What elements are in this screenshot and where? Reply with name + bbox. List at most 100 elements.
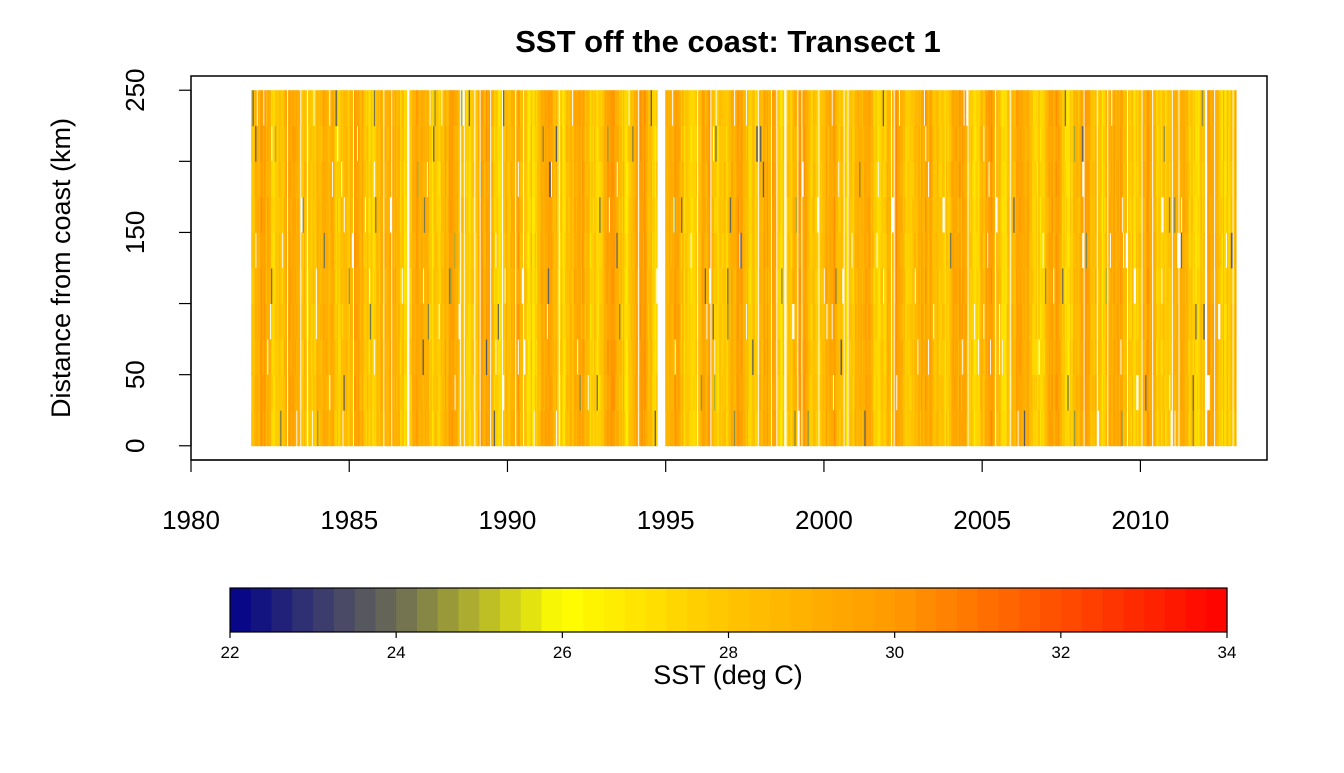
heatmap-cell: [590, 268, 592, 304]
heatmap-cell: [777, 339, 779, 376]
heatmap-cell: [321, 303, 323, 340]
heatmap-cell: [415, 125, 418, 162]
heatmap-cell: [888, 374, 890, 411]
heatmap-cell: [533, 268, 536, 304]
heatmap-cell: [532, 161, 534, 198]
heatmap-cell: [859, 161, 861, 198]
heatmap-cell: [253, 232, 256, 269]
heatmap-cell: [450, 90, 452, 127]
heatmap-cell: [415, 303, 418, 340]
heatmap-cell: [571, 196, 574, 233]
heatmap-cell: [682, 161, 685, 198]
heatmap-cell: [274, 268, 277, 304]
heatmap-cell: [655, 161, 658, 198]
heatmap-cell: [422, 232, 425, 269]
heatmap-cell: [721, 232, 724, 269]
heatmap-cell: [491, 232, 493, 269]
heatmap-cell: [653, 125, 656, 162]
heatmap-cell: [285, 90, 288, 127]
heatmap-cell: [252, 125, 255, 162]
heatmap-cell: [865, 303, 868, 340]
heatmap-cell: [615, 268, 617, 304]
heatmap-cell: [571, 161, 574, 198]
heatmap-cell: [917, 125, 919, 162]
heatmap-cell: [570, 268, 572, 304]
heatmap-cell: [857, 374, 860, 411]
heatmap-cell: [907, 410, 910, 447]
heatmap-cell: [649, 303, 652, 340]
heatmap-cell: [394, 90, 397, 127]
heatmap-cell: [633, 161, 636, 198]
heatmap-cell: [599, 125, 601, 162]
heatmap-cell: [698, 410, 700, 447]
heatmap-cell: [446, 161, 449, 198]
heatmap-cell: [781, 90, 783, 127]
heatmap-cell: [737, 268, 740, 304]
heatmap-cell: [947, 125, 950, 162]
heatmap-cell: [576, 90, 579, 127]
heatmap-cell: [682, 410, 685, 447]
heatmap-cell: [392, 374, 394, 411]
heatmap-cell: [771, 303, 774, 340]
heatmap-cell: [782, 374, 785, 411]
heatmap-cell: [327, 410, 330, 447]
heatmap-cell: [653, 410, 656, 447]
heatmap-cell: [833, 232, 836, 269]
heatmap-cell: [493, 374, 496, 411]
heatmap-cell: [588, 232, 591, 269]
heatmap-cell: [638, 268, 641, 304]
heatmap-cell: [820, 339, 823, 376]
heatmap-cell: [804, 232, 807, 269]
heatmap-cell: [451, 339, 454, 376]
heatmap-cell: [538, 303, 541, 340]
heatmap-cell: [553, 90, 555, 127]
heatmap-cell: [640, 410, 642, 447]
heatmap-cell: [972, 90, 975, 127]
heatmap-cell: [729, 232, 732, 269]
heatmap-cell: [870, 125, 873, 162]
heatmap-cell: [774, 125, 777, 162]
heatmap-cell: [889, 268, 892, 304]
heatmap-cell: [547, 196, 550, 233]
heatmap-cell: [590, 196, 592, 233]
heatmap-cell: [285, 161, 288, 198]
heatmap-cell: [943, 374, 946, 411]
heatmap-cell: [591, 410, 594, 447]
heatmap-cell: [476, 410, 479, 447]
heatmap-cell: [586, 303, 588, 340]
heatmap-cell: [948, 161, 951, 198]
heatmap-cell: [826, 90, 828, 127]
heatmap-cell: [590, 90, 592, 127]
heatmap-cell: [781, 303, 783, 340]
heatmap-cell: [464, 232, 467, 269]
heatmap-cell: [491, 303, 493, 340]
heatmap-cell: [773, 125, 776, 162]
heatmap-cell: [918, 232, 921, 269]
heatmap-cell: [736, 268, 739, 304]
heatmap-cell: [526, 196, 529, 233]
heatmap-cell: [952, 410, 955, 447]
heatmap-cell: [807, 268, 810, 304]
heatmap-cell: [754, 303, 757, 340]
heatmap-cell: [375, 232, 377, 269]
heatmap-cell: [456, 125, 459, 162]
heatmap-cell: [377, 303, 380, 340]
heatmap-cell: [852, 196, 855, 233]
heatmap-cell: [564, 268, 567, 304]
heatmap-cell: [768, 339, 770, 376]
heatmap-cell: [278, 125, 281, 162]
heatmap-cell: [681, 339, 683, 376]
heatmap-cell: [430, 232, 433, 269]
heatmap-cell: [677, 410, 679, 447]
heatmap-cell: [361, 339, 364, 376]
heatmap-cell: [305, 339, 307, 376]
heatmap-cell: [760, 90, 762, 127]
heatmap-cell: [619, 268, 621, 304]
heatmap-cell: [521, 339, 524, 376]
heatmap-cell: [899, 374, 902, 411]
heatmap-cell: [700, 232, 703, 269]
heatmap-cell: [460, 125, 463, 162]
heatmap-cell: [508, 410, 510, 447]
heatmap-cell: [839, 161, 841, 198]
heatmap-cell: [433, 410, 435, 447]
